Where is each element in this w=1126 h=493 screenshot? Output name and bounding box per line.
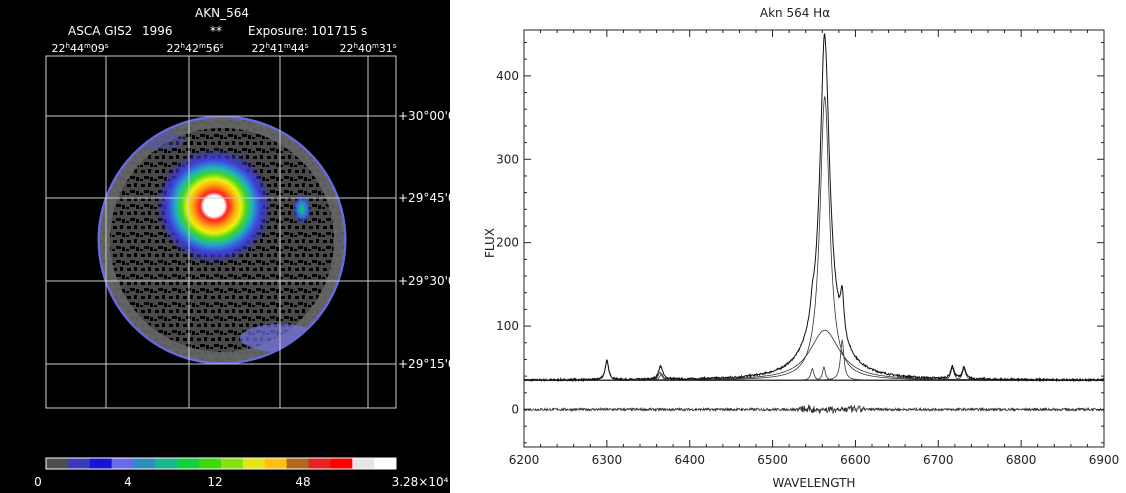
colorbar-swatch [308, 458, 331, 469]
colorbar [45, 457, 397, 470]
colorbar-swatch [352, 458, 375, 469]
y-tick-label: 300 [496, 152, 519, 166]
y-tick-label: 0 [511, 402, 519, 416]
y-tick-label: 100 [496, 319, 519, 333]
primary-xray-source [156, 148, 272, 264]
colorbar-swatch [242, 458, 266, 469]
observed-spectrum-line [523, 32, 1105, 383]
colorbar-swatch [46, 458, 69, 469]
fit-component-line [524, 360, 1104, 381]
xray-image-panel: AKN_564 ASCA GIS2 1996 ** Exposure: 1017… [0, 0, 450, 493]
colorbar-swatch [264, 458, 287, 469]
residual-line [523, 403, 1105, 414]
x-tick-label: 6600 [840, 453, 871, 467]
colorbar-swatch [111, 458, 134, 469]
dec-tick-label: +29°45'00" [398, 191, 450, 205]
colorbar-swatch [199, 458, 222, 469]
exposure-label: Exposure: 101715 s [248, 24, 367, 38]
colorbar-swatch [155, 458, 178, 469]
colorbar-swatch [286, 458, 309, 469]
colorbar-swatch [330, 458, 353, 469]
colorbar-swatch [374, 458, 397, 469]
stars-label: ** [210, 24, 222, 38]
fit-component-line [524, 95, 1104, 381]
colorbar-swatch [221, 458, 244, 469]
ra-tick-label: 22h44m09s [52, 42, 109, 55]
spectrum-panel: Akn 564 Hα 6200 6300 6400 6500 6600 6700 6800 6… [462, 0, 1126, 493]
colorbar-label: 4 [124, 475, 132, 489]
y-tick-label: 400 [496, 69, 519, 83]
x-tick-label: 6900 [1089, 453, 1120, 467]
dec-tick-label: +29°30'00" [398, 274, 450, 288]
ra-tick-label: 22h41m44s [252, 42, 309, 55]
chart-title: Akn 564 Hα [760, 6, 830, 20]
x-tick-label: 6800 [1006, 453, 1037, 467]
xray-image-figure: AKN_564 ASCA GIS2 1996 ** Exposure: 1017… [34, 6, 450, 489]
detector-field [97, 115, 347, 365]
colorbar-label-min: 0 [34, 475, 42, 489]
ra-tick-label: 22h42m56s [167, 42, 224, 55]
year-label: 1996 [142, 24, 173, 38]
secondary-xray-source [292, 193, 312, 225]
x-tick-label: 6300 [592, 453, 623, 467]
instrument-label: ASCA GIS2 [68, 24, 132, 38]
axes: 6200 6300 6400 6500 6600 6700 6800 6900 0 100 200 3… [496, 30, 1119, 467]
x-tick-label: 6200 [509, 453, 540, 467]
dec-tick-label: +30°00'00" [398, 109, 450, 123]
colorbar-swatch [133, 458, 156, 469]
spectrum-chart: Akn 564 Hα 6200 6300 6400 6500 6600 6700 6800 6… [483, 6, 1119, 490]
y-tick-label: 200 [496, 236, 519, 250]
colorbar-label: 12 [207, 475, 222, 489]
ra-tick-label: 22h40m31s [340, 42, 397, 55]
x-tick-label: 6700 [923, 453, 954, 467]
spectrum-curves [523, 32, 1105, 414]
image-title: AKN_564 [195, 6, 249, 20]
coordinate-grid [45, 55, 397, 409]
colorbar-label: 48 [295, 475, 310, 489]
colorbar-swatch [177, 458, 200, 469]
colorbar-swatch [67, 458, 91, 469]
y-axis-label: FLUX [483, 228, 497, 258]
colorbar-label-max: 3.28×10⁴ [392, 475, 449, 489]
x-tick-label: 6400 [674, 453, 705, 467]
dec-tick-label: +29°15'00" [398, 357, 450, 371]
plot-frame [523, 29, 1105, 448]
x-axis-label: WAVELENGTH [773, 476, 856, 490]
x-tick-label: 6500 [757, 453, 788, 467]
ra-tick-labels: 22h44m09s 22h42m56s 22h41m44s 22h40m31s [52, 42, 397, 55]
colorbar-swatch [89, 458, 112, 469]
